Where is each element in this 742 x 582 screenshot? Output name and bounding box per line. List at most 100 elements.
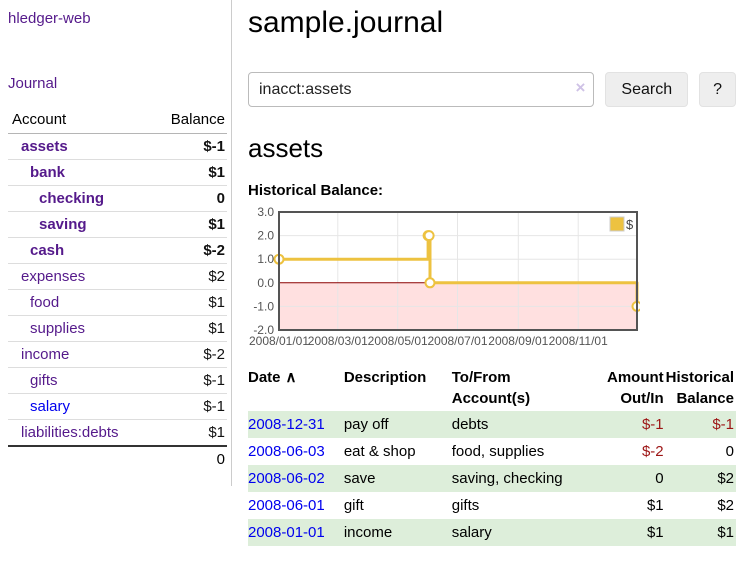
transaction-balance: 0 <box>725 443 734 460</box>
account-link-expenses[interactable]: expenses <box>21 268 86 285</box>
sidebar: hledger-web Journal Account Balance asse… <box>0 0 232 486</box>
search-input[interactable] <box>248 72 595 107</box>
transaction-amount: 0 <box>655 470 664 487</box>
account-link-assets[interactable]: assets <box>21 138 68 155</box>
account-row: supplies $1 <box>8 315 227 342</box>
account-balance: $-1 <box>203 138 225 155</box>
search-button[interactable]: Search <box>605 72 689 107</box>
account-link-food[interactable]: food <box>30 294 60 311</box>
transaction-description: pay off <box>343 416 389 433</box>
register-header-date[interactable]: Date ∧ <box>248 369 297 386</box>
transaction-row[interactable]: 2008-06-01 gift gifts $1 $2 <box>248 492 736 519</box>
transaction-row[interactable]: 2008-06-02 save saving, checking 0 $2 <box>248 465 736 492</box>
transaction-date: 2008-06-01 <box>248 492 344 519</box>
register-header-balance[interactable]: Historical Balance <box>665 369 734 407</box>
transaction-amount: $1 <box>646 497 664 514</box>
transaction-amount: $-1 <box>641 416 664 433</box>
transaction-balance: $2 <box>717 497 734 514</box>
transaction-description: gift <box>343 497 364 514</box>
account-link-saving[interactable]: saving <box>39 216 87 233</box>
account-balance: $1 <box>149 289 227 316</box>
transaction-row[interactable]: 2008-06-03 eat & shop food, supplies $-2 0 <box>248 438 736 465</box>
svg-text:-1.0: -1.0 <box>253 299 274 313</box>
account-row: gifts $-1 <box>8 367 227 394</box>
account-row: food $1 <box>8 289 227 316</box>
svg-text:2008/09/01: 2008/09/01 <box>488 334 548 348</box>
account-row: assets $-1 <box>8 134 227 160</box>
account-link-bank[interactable]: bank <box>30 164 66 181</box>
svg-text:0.0: 0.0 <box>257 276 274 290</box>
transaction-balance: $-1 <box>712 416 734 433</box>
account-link-salary[interactable]: salary <box>30 398 71 415</box>
transaction-amount: $-2 <box>641 443 664 460</box>
transaction-description: save <box>343 470 376 487</box>
account-link-gifts[interactable]: gifts <box>30 372 58 389</box>
account-balance: $1 <box>149 211 227 238</box>
transaction-date-link[interactable]: 2008-06-03 <box>248 443 325 460</box>
brand-link[interactable]: hledger-web <box>8 10 91 27</box>
transaction-balance: $2 <box>717 470 734 487</box>
register-header-accounts[interactable]: To/From Account(s) <box>451 369 531 407</box>
account-balance: 0 <box>149 185 227 212</box>
account-row: saving $1 <box>8 211 227 238</box>
historical-balance-chart[interactable]: $ -2.0 -1.0 0.0 1.0 2.0 3.0 2008/01/01 2008/03/0… <box>248 205 643 353</box>
transaction-accounts: salary <box>451 524 492 541</box>
account-link-supplies[interactable]: supplies <box>30 320 86 337</box>
accounts-header-row: Account Balance <box>8 107 227 134</box>
svg-text:2.0: 2.0 <box>257 229 274 243</box>
register-table: Date ∧ Description To/From Account(s) Amo… <box>248 365 736 546</box>
account-balance: $1 <box>149 419 227 446</box>
transaction-date-link[interactable]: 2008-12-31 <box>248 416 325 433</box>
account-balance: $2 <box>149 263 227 290</box>
transaction-date-link[interactable]: 2008-06-02 <box>248 470 325 487</box>
clear-search-icon[interactable]: × <box>575 78 586 97</box>
transaction-description: income <box>343 524 393 541</box>
transaction-date: 2008-06-02 <box>248 465 344 492</box>
account-row: checking 0 <box>8 185 227 212</box>
transaction-accounts: saving, checking <box>451 470 563 487</box>
account-row: expenses $2 <box>8 263 227 290</box>
accounts-header-balance: Balance <box>149 107 227 134</box>
transaction-accounts: debts <box>451 416 489 433</box>
transaction-date: 2008-12-31 <box>248 411 344 438</box>
svg-text:2008/03/01: 2008/03/01 <box>308 334 368 348</box>
page-title: sample.journal <box>248 6 444 39</box>
account-balance: $-1 <box>149 367 227 394</box>
account-link-income[interactable]: income <box>21 346 70 363</box>
transaction-row[interactable]: 2008-01-01 income salary $1 $1 <box>248 519 736 546</box>
help-button[interactable]: ? <box>699 72 736 107</box>
main-content: sample.journal × Search ? assets Histori… <box>248 6 742 566</box>
transaction-description: eat & shop <box>343 443 416 460</box>
svg-text:2008/07/01: 2008/07/01 <box>427 334 487 348</box>
register-header-description[interactable]: Description <box>343 369 427 386</box>
transaction-date-link[interactable]: 2008-01-01 <box>248 524 325 541</box>
account-balance: $-2 <box>149 341 227 368</box>
transaction-date-link[interactable]: 2008-06-01 <box>248 497 325 514</box>
search-row: × Search ? <box>248 72 736 107</box>
accounts-total-value: 0 <box>149 445 227 472</box>
account-row: salary $-1 <box>8 393 227 420</box>
account-row: income $-2 <box>8 341 227 368</box>
chart-title: Historical Balance: <box>248 182 384 199</box>
transaction-row[interactable]: 2008-12-31 pay off debts $-1 $-1 <box>248 411 736 438</box>
account-link-checking[interactable]: checking <box>39 190 105 207</box>
account-link-liabilities-debts[interactable]: liabilities:debts <box>21 424 119 441</box>
svg-text:2008/05/01: 2008/05/01 <box>368 334 428 348</box>
account-balance: $1 <box>149 315 227 342</box>
account-row: bank $1 <box>8 159 227 186</box>
search-box: × <box>248 72 595 107</box>
svg-text:2008/11/01: 2008/11/01 <box>549 334 608 348</box>
svg-text:-2.0: -2.0 <box>253 323 274 337</box>
transaction-date: 2008-06-03 <box>248 438 344 465</box>
register-header-amount[interactable]: Amount Out/In <box>606 369 664 407</box>
register-header-row: Date ∧ Description To/From Account(s) Amo… <box>248 365 736 411</box>
account-heading: assets <box>248 133 324 163</box>
sort-asc-icon: ∧ <box>285 369 297 386</box>
nav-journal-link[interactable]: Journal <box>8 75 58 92</box>
transaction-accounts: food, supplies <box>451 443 545 460</box>
account-link-cash[interactable]: cash <box>30 242 65 259</box>
account-balance: $1 <box>149 159 227 186</box>
svg-text:$: $ <box>626 217 634 232</box>
account-row: cash $-2 <box>8 237 227 264</box>
svg-text:2008/01/01: 2008/01/01 <box>249 334 309 348</box>
